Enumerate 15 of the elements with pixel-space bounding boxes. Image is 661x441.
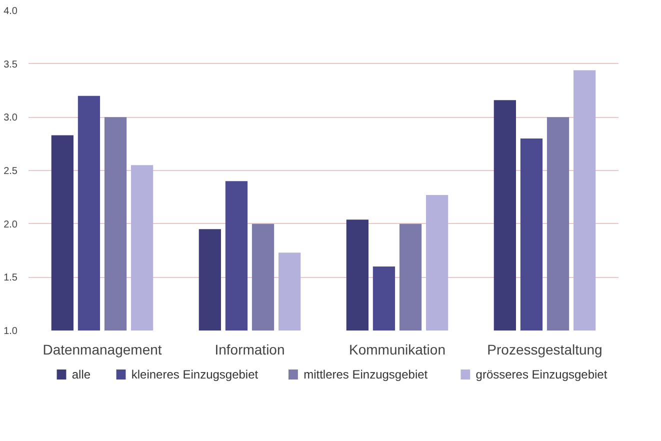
y-tick-label: 1.5 — [4, 272, 18, 284]
y-tick-label: 4.0 — [4, 6, 18, 17]
x-tick-label: Kommunikation — [349, 342, 446, 358]
x-tick-label: Information — [214, 342, 285, 358]
legend-label: kleineres Einzugsgebiet — [131, 368, 259, 382]
legend-label: alle — [72, 368, 91, 382]
y-tick-label: 1.0 — [4, 326, 18, 337]
y-tick-label: 2.5 — [4, 166, 18, 177]
y-tick-label: 3.5 — [4, 59, 18, 70]
x-tick-label: Prozessgestaltung — [487, 342, 602, 358]
legend-label: grösseres Einzugsgebiet — [476, 368, 608, 382]
y-tick-label: 3.0 — [4, 112, 18, 124]
x-tick-label: Datenmanagement — [42, 342, 162, 358]
y-tick-label: 2.0 — [4, 219, 18, 230]
legend-label: mittleres Einzugsgebiet — [304, 368, 428, 382]
